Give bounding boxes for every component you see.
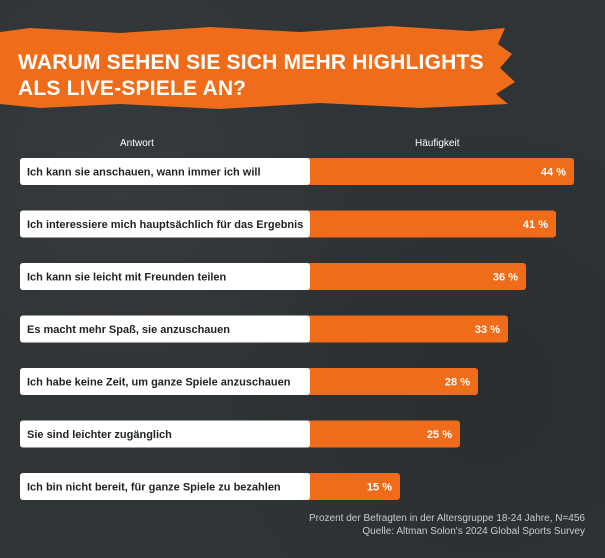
category-label-box: [20, 473, 310, 500]
title-line-2: ALS LIVE-SPIELE AN?: [18, 77, 247, 100]
value-label: 44 %: [541, 167, 566, 179]
title-line-1: WARUM SEHEN SIE SICH MEHR HIGHLIGHTS: [18, 51, 484, 74]
category-label-box: [20, 420, 310, 448]
category-label-box: [20, 368, 310, 395]
category-label-box: [20, 263, 310, 290]
value-label: 41 %: [523, 219, 548, 231]
footnote-sample: Prozent der Befragten in der Altersgrupp…: [308, 513, 585, 524]
value-label: 25 %: [427, 429, 452, 441]
value-label: 28 %: [445, 377, 470, 389]
value-label: 36 %: [493, 272, 518, 284]
category-label-box: [20, 158, 310, 185]
category-label: Es macht mehr Spaß, sie anzuschauen: [27, 324, 230, 336]
footnote-source: Quelle: Altman Solon's 2024 Global Sport…: [362, 526, 585, 537]
brush-stroke: [0, 26, 515, 109]
value-label: 33 %: [475, 324, 500, 336]
value-label: 15 %: [367, 482, 392, 494]
category-label: Sie sind leichter zugänglich: [27, 429, 172, 441]
category-label: Ich kann sie anschauen, wann immer ich w…: [27, 167, 261, 179]
category-label: Ich kann sie leicht mit Freunden teilen: [27, 272, 227, 284]
chart-title: WARUM SEHEN SIE SICH MEHR HIGHLIGHTS ALS…: [18, 50, 488, 102]
category-label: Ich habe keine Zeit, um ganze Spiele anz…: [27, 377, 291, 389]
title-banner: [0, 26, 515, 109]
category-label-box: [20, 210, 310, 238]
footnote: Prozent der Befragten in der Altersgrupp…: [309, 512, 585, 538]
column-header-answer: Antwort: [120, 138, 154, 149]
column-header-frequency: Häufigkeit: [415, 138, 460, 149]
category-label: Ich interessiere mich hauptsächlich für …: [27, 219, 303, 231]
category-label: Ich bin nicht bereit, für ganze Spiele z…: [27, 482, 281, 494]
category-label-box: [20, 315, 310, 343]
